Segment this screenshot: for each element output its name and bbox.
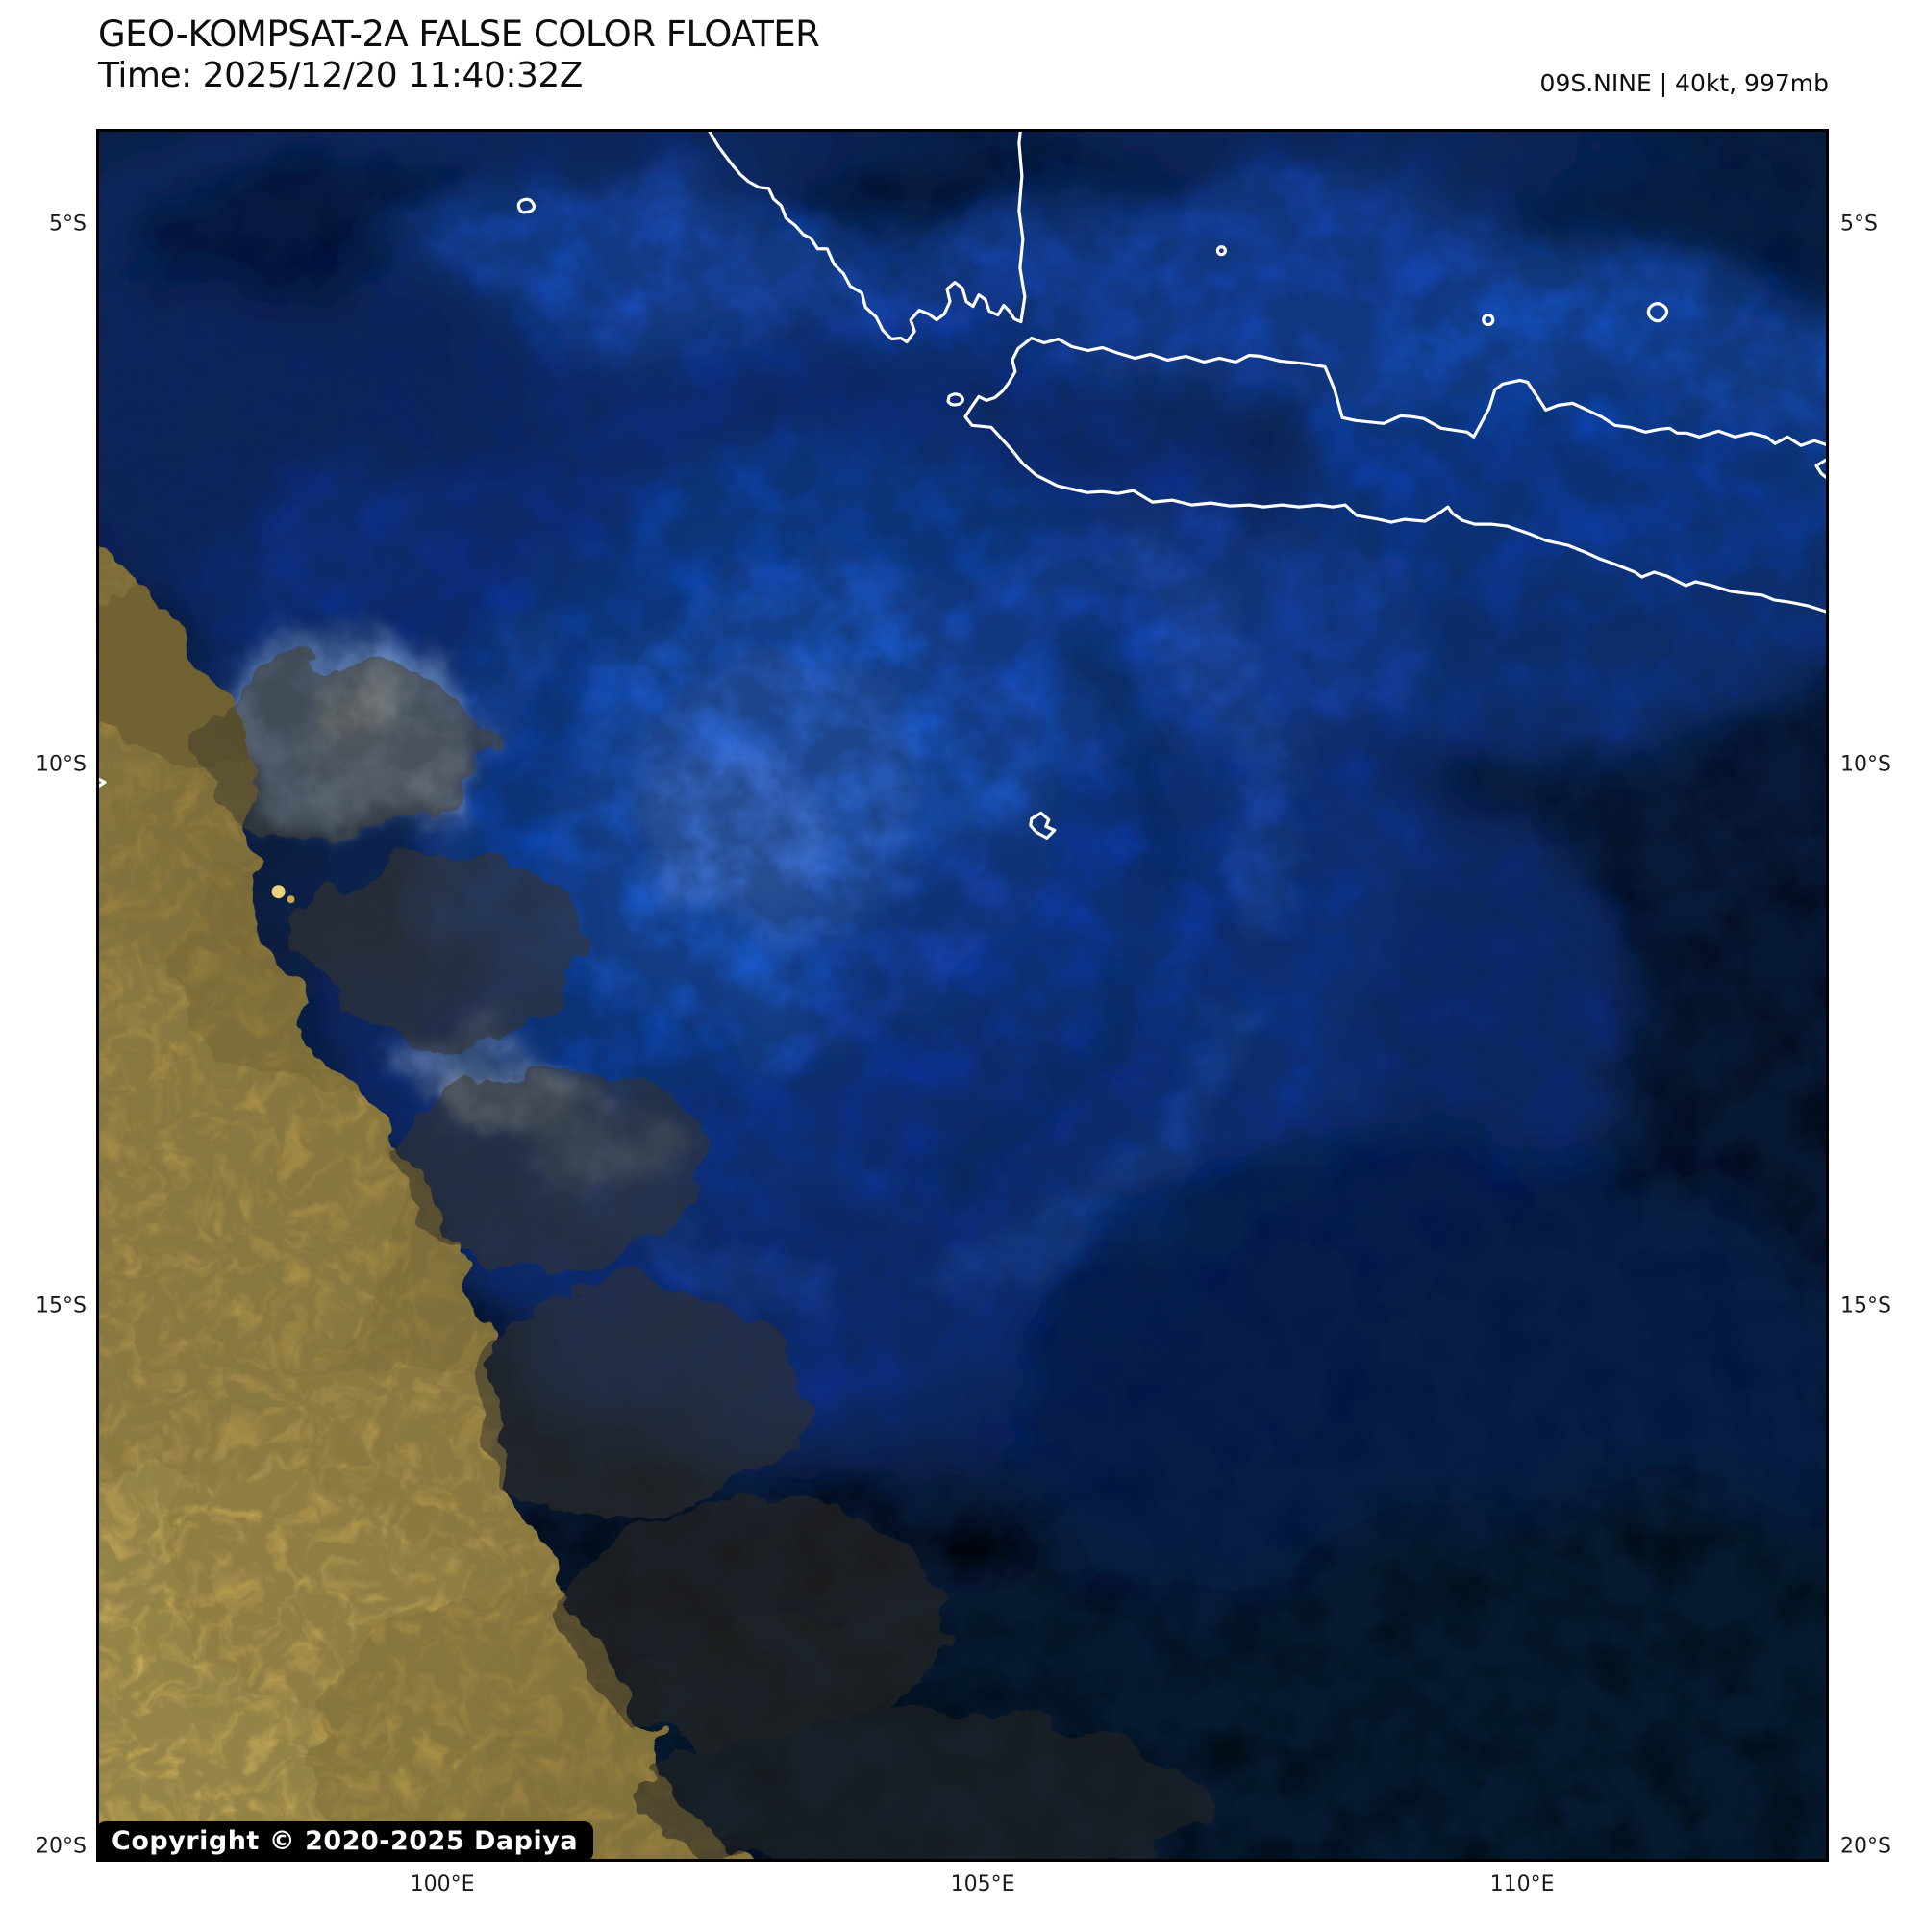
satellite-scene bbox=[99, 132, 1826, 1859]
lat-tick-right-1: 10°S bbox=[1840, 752, 1891, 777]
lon-tick-0: 100°E bbox=[410, 1872, 475, 1896]
coastline-sumatra bbox=[708, 132, 1027, 344]
lon-tick-1: 105°E bbox=[950, 1872, 1015, 1896]
coastline-java bbox=[963, 336, 1826, 614]
time-label: Time: 2025/12/20 11:40:32Z bbox=[98, 56, 583, 95]
edge-fragment-left bbox=[99, 777, 107, 789]
lat-tick-right-3: 20°S bbox=[1840, 1834, 1891, 1859]
edge-fragment-right bbox=[1814, 458, 1826, 479]
lat-tick-right-0: 5°S bbox=[1840, 212, 1878, 237]
lon-axis-bottom: 100°E 105°E 110°E bbox=[96, 1872, 1829, 1911]
gold-glint bbox=[271, 885, 286, 899]
map-frame bbox=[96, 129, 1829, 1862]
lat-tick-right-2: 15°S bbox=[1840, 1293, 1891, 1318]
christmas-island bbox=[1029, 811, 1057, 840]
coastlines bbox=[99, 132, 1826, 840]
islet-small-2 bbox=[1482, 313, 1495, 327]
storm-info-label: 09S.NINE | 40kt, 997mb bbox=[1539, 69, 1829, 97]
islet-small-1 bbox=[1215, 245, 1227, 257]
terminator-transition bbox=[194, 659, 1212, 1859]
lon-tick-2: 110°E bbox=[1489, 1872, 1555, 1896]
page-title: GEO-KOMPSAT-2A FALSE COLOR FLOATER bbox=[98, 13, 820, 55]
islet-panaitan bbox=[946, 392, 965, 407]
lat-tick-left-2: 15°S bbox=[36, 1293, 87, 1318]
lat-axis-left: 5°S 10°S 15°S 20°S bbox=[0, 129, 88, 1862]
lat-tick-left-3: 20°S bbox=[36, 1834, 87, 1859]
gold-glint-small bbox=[287, 895, 295, 904]
header: GEO-KOMPSAT-2A FALSE COLOR FLOATER Time:… bbox=[98, 13, 820, 96]
islet-near-sumatra bbox=[516, 197, 537, 214]
copyright-badge: Copyright © 2020-2025 Dapiya bbox=[96, 1821, 594, 1862]
lat-tick-left-1: 10°S bbox=[36, 752, 87, 777]
islet-ring bbox=[1646, 302, 1669, 323]
lat-tick-left-0: 5°S bbox=[49, 212, 87, 237]
lat-axis-right: 5°S 10°S 15°S 20°S bbox=[1840, 129, 1923, 1862]
